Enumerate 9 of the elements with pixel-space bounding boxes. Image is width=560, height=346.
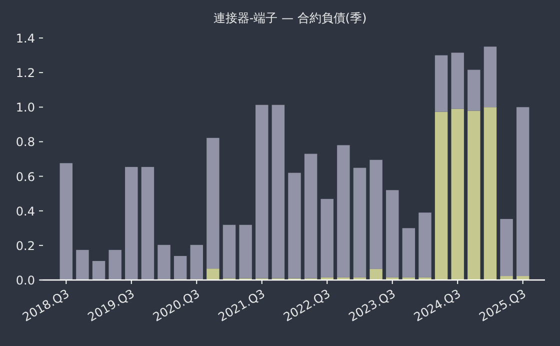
y-tick-label: 0.6 xyxy=(16,170,35,184)
y-tick-label: 1.0 xyxy=(16,100,35,115)
y-tick-label: 0.0 xyxy=(16,274,35,288)
y-tick-label: 0.4 xyxy=(16,204,35,218)
y-tick-label: 1.2 xyxy=(16,66,35,80)
chart-title: 連接器-端子 — 合約負債(季) xyxy=(213,11,367,25)
y-tick-label: 0.8 xyxy=(16,135,35,150)
y-tick-label: 1.4 xyxy=(16,32,35,46)
y-tick-label: 0.2 xyxy=(16,238,35,253)
